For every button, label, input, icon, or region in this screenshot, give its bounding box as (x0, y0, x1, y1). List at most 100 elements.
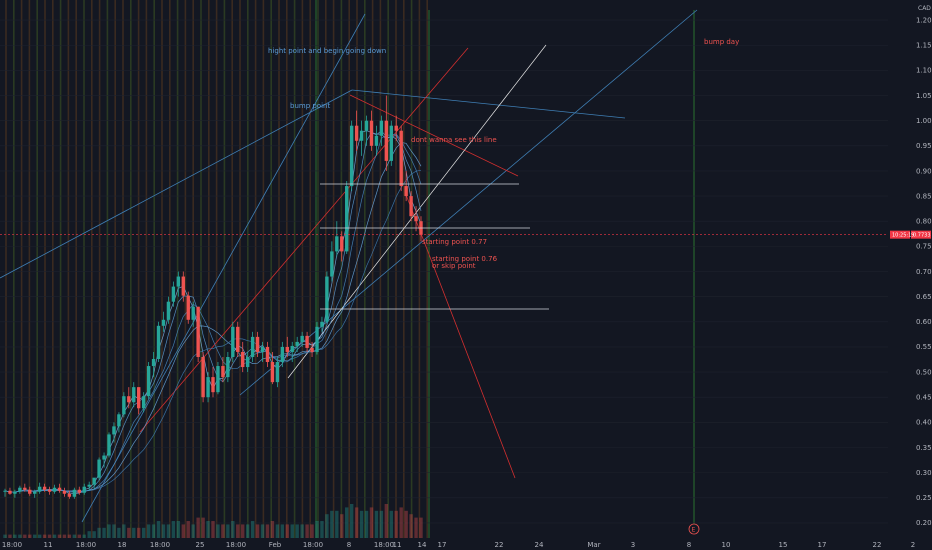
candle (374, 125, 379, 156)
candle-body (156, 325, 161, 360)
candle (117, 412, 121, 433)
volume-bar (18, 534, 22, 538)
candle (394, 115, 398, 141)
candle-body (67, 493, 72, 497)
volume-bar (310, 524, 314, 538)
candle (216, 362, 220, 395)
candle (191, 301, 195, 327)
volume-bar (379, 510, 384, 538)
candle (320, 316, 324, 332)
candle-body (241, 351, 245, 368)
candle (359, 120, 364, 156)
volume-bars (3, 504, 423, 538)
candle-body (206, 377, 210, 398)
candle-body (394, 125, 398, 131)
candle-body (42, 486, 47, 490)
y-tick-label: 0.90 (916, 167, 932, 175)
volume-bar (285, 524, 289, 538)
volume-bar (275, 524, 280, 538)
volume-bar (52, 534, 57, 538)
volume-bar (280, 524, 285, 538)
candle (265, 341, 270, 368)
volume-bar (137, 527, 141, 538)
candle (166, 296, 171, 324)
candle (364, 115, 369, 146)
volume-bar (330, 510, 334, 538)
candle (245, 351, 250, 373)
candle-body (82, 486, 86, 493)
candle (236, 321, 240, 357)
candle-body (196, 306, 200, 357)
candle-body (132, 387, 136, 403)
candle (181, 271, 185, 302)
volume-bar (221, 524, 225, 538)
candle-body (137, 387, 141, 409)
candle (414, 206, 418, 232)
candle-body (181, 276, 185, 296)
y-tick-label: 1.10 (916, 67, 932, 75)
chart-annotations: hight point and begin going down bump poi… (268, 38, 739, 270)
candle-body (92, 477, 96, 485)
annotation-text: starting point 0.77 (422, 238, 487, 246)
candle-body (117, 414, 121, 427)
candle (315, 321, 319, 355)
candle (379, 115, 384, 146)
volume-bar (201, 517, 205, 538)
last-price-label: 10:25:19 0.7733 (890, 230, 931, 239)
volume-bar (399, 507, 403, 538)
candle (52, 484, 57, 494)
last-price-badge: 10:25:19 (892, 232, 914, 238)
volume-bar (107, 524, 111, 538)
y-tick-label: 0.25 (916, 494, 932, 502)
candle-body (211, 377, 215, 393)
candle (384, 95, 389, 171)
annotation-text: hight point and begin going down (268, 47, 386, 55)
candle-body (315, 326, 319, 352)
candle-body (97, 459, 101, 478)
volume-bar (265, 524, 270, 538)
candle-body (102, 455, 106, 460)
x-tick-label: 18 (118, 541, 127, 549)
volume-bar (196, 517, 200, 538)
candle (62, 487, 67, 497)
volume-bar (8, 534, 12, 538)
x-tick-label: 8 (347, 541, 351, 549)
volume-bar (97, 527, 101, 538)
candle (241, 341, 245, 373)
candle-body (285, 346, 289, 352)
volume-bar (404, 510, 408, 538)
volume-bar (151, 524, 156, 538)
volume-bar (72, 534, 77, 538)
candle-body (221, 366, 225, 378)
volume-bar (384, 504, 389, 538)
x-tick-label: 8 (687, 541, 691, 549)
volume-bar (419, 517, 423, 538)
candle (42, 483, 47, 492)
candle (369, 110, 374, 151)
candle-body (345, 186, 349, 252)
volume-bar (305, 524, 309, 538)
candle (290, 341, 294, 363)
y-tick-label: 0.70 (916, 268, 932, 276)
candle (186, 291, 190, 324)
candle (330, 241, 334, 282)
candle-body (141, 396, 146, 409)
candle (255, 331, 260, 357)
candle (112, 422, 116, 443)
candle-body (107, 434, 111, 456)
candle-body (122, 396, 126, 415)
candle (156, 321, 161, 363)
candle (349, 120, 354, 192)
candle-body (18, 487, 22, 492)
candle-body (33, 491, 37, 494)
volume-bar (13, 534, 17, 538)
candle (305, 331, 309, 352)
y-tick-label: 0.75 (916, 243, 932, 251)
event-marker[interactable]: E (688, 523, 700, 535)
trend-line (0, 89, 353, 279)
x-tick-label: Feb (269, 541, 282, 549)
x-tick-label: 17 (438, 541, 447, 549)
candle-body (77, 489, 81, 493)
y-tick-label: 1.00 (916, 117, 932, 125)
